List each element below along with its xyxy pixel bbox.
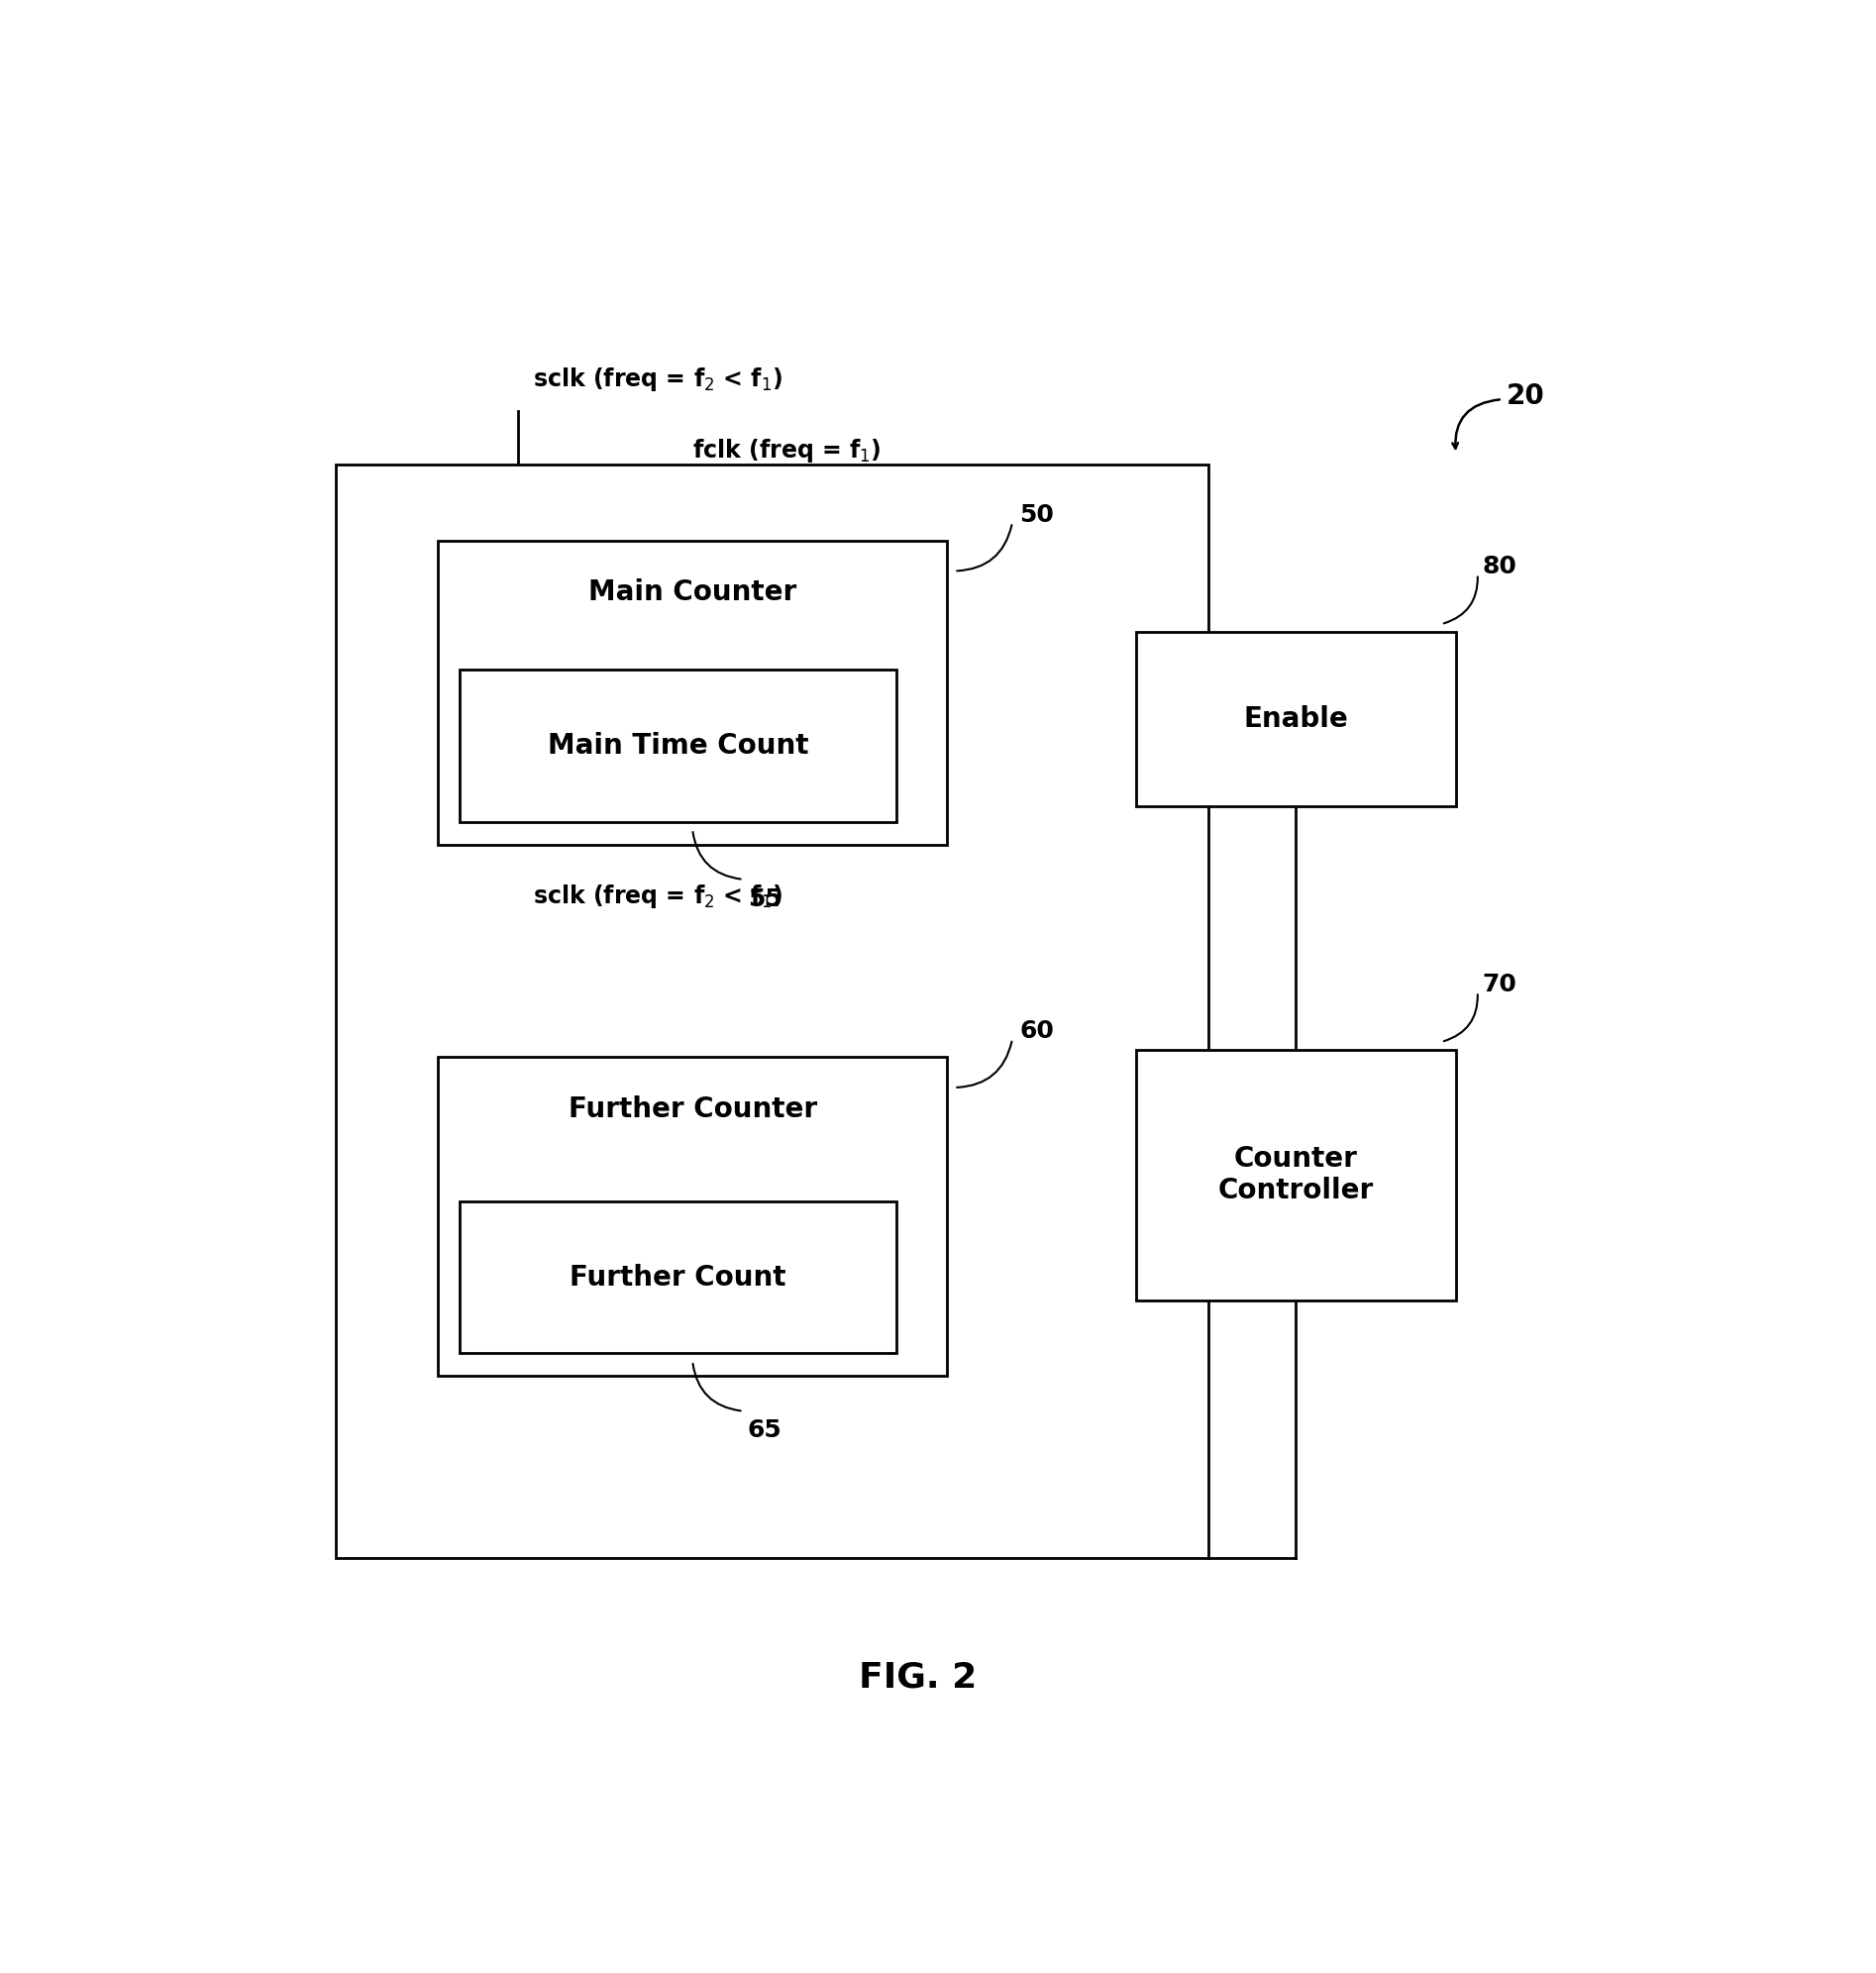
Text: Further Counter: Further Counter [568, 1095, 816, 1123]
Text: Further Count: Further Count [570, 1263, 786, 1290]
Text: 60: 60 [1021, 1020, 1054, 1044]
Text: sclk (freq = f$_2$ < f$_1$): sclk (freq = f$_2$ < f$_1$) [533, 365, 782, 393]
Text: sclk (freq = f$_2$ < f$_1$): sclk (freq = f$_2$ < f$_1$) [533, 882, 782, 910]
Text: 50: 50 [1021, 503, 1054, 527]
FancyBboxPatch shape [439, 541, 947, 844]
Text: Main Time Count: Main Time Count [548, 732, 809, 760]
FancyBboxPatch shape [1137, 631, 1456, 807]
Text: Enable: Enable [1244, 704, 1349, 734]
FancyBboxPatch shape [336, 466, 1208, 1559]
Text: 80: 80 [1482, 554, 1516, 578]
FancyBboxPatch shape [460, 669, 897, 821]
FancyBboxPatch shape [460, 1202, 897, 1353]
Text: Counter
Controller: Counter Controller [1218, 1144, 1373, 1206]
FancyBboxPatch shape [439, 1058, 947, 1377]
FancyBboxPatch shape [1137, 1050, 1456, 1300]
Text: Main Counter: Main Counter [589, 578, 797, 606]
Text: 20: 20 [1506, 383, 1546, 410]
Text: 70: 70 [1482, 973, 1516, 996]
Text: fclk (freq = f$_1$): fclk (freq = f$_1$) [692, 436, 882, 466]
Text: 55: 55 [749, 888, 782, 912]
Text: FIG. 2: FIG. 2 [859, 1659, 977, 1693]
Text: 65: 65 [749, 1419, 782, 1442]
